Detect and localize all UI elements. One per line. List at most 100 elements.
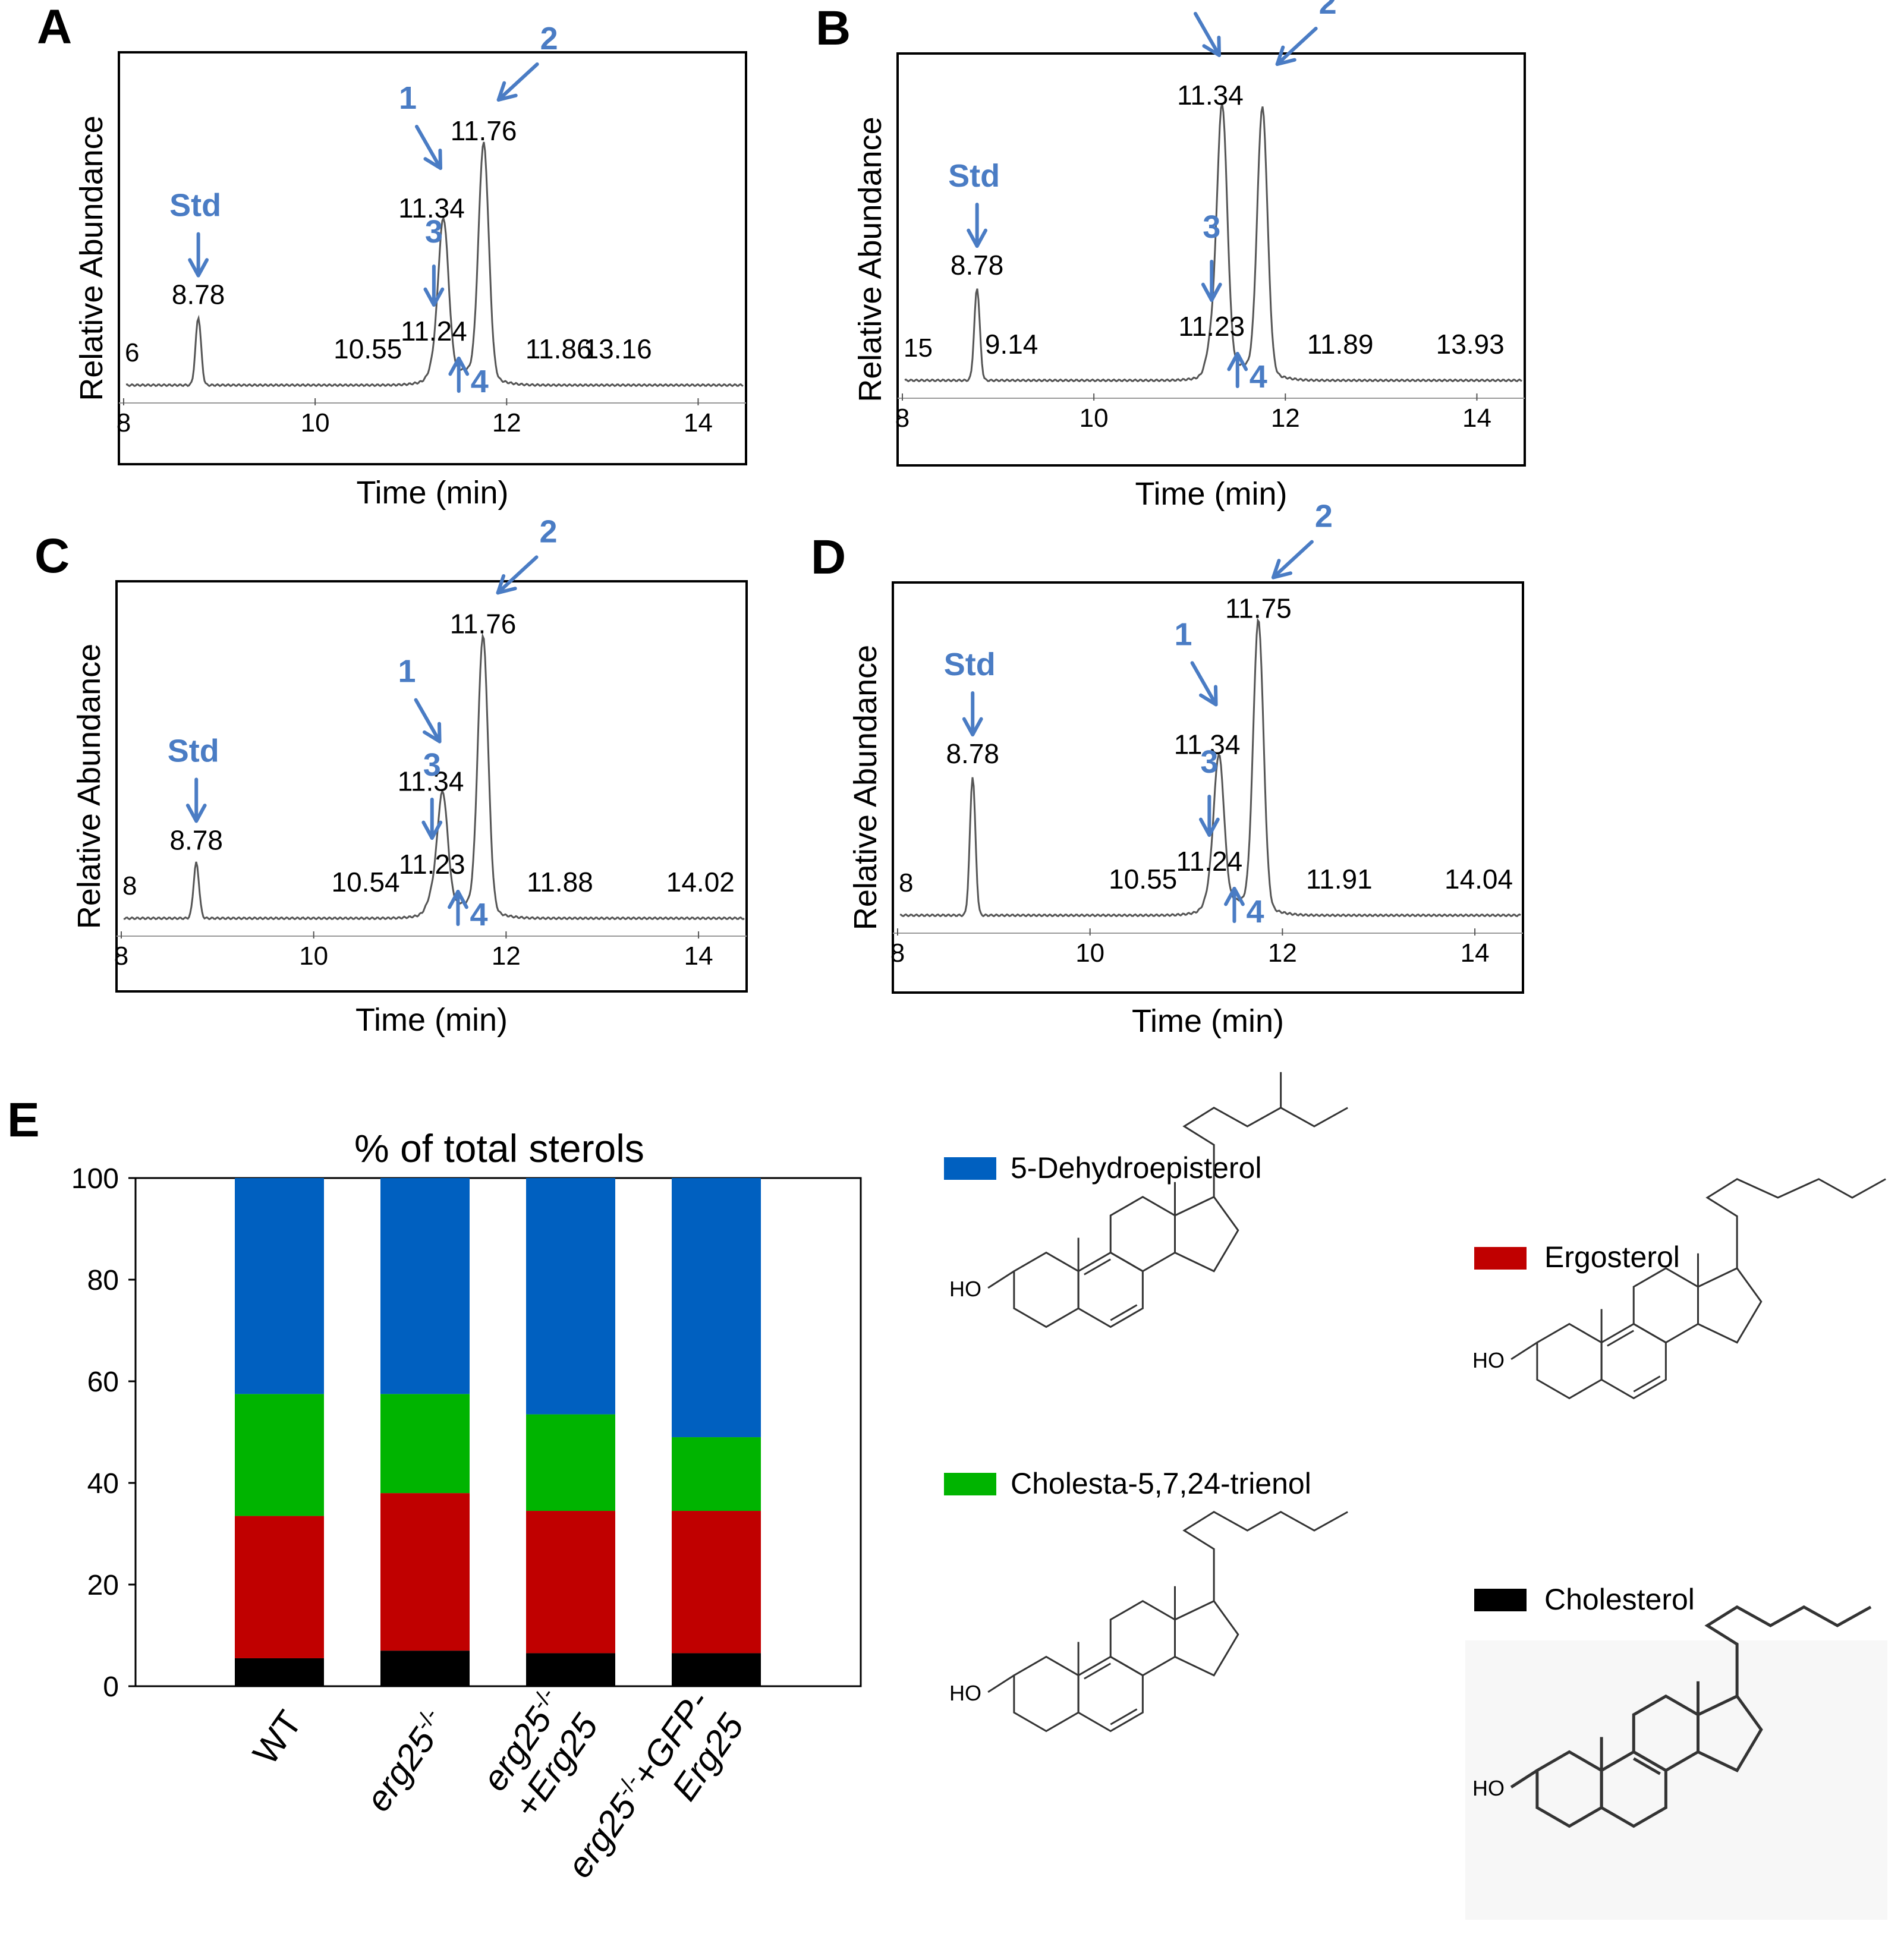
bar-segment [526, 1414, 615, 1511]
annotation-label-4: 4 [470, 897, 487, 933]
bar-segment [672, 1511, 761, 1654]
hydroxyl-bond [1510, 1769, 1538, 1788]
legend-label-5-dehydroepisterol: 5-Dehydroepisterol [1011, 1151, 1261, 1185]
x-tick-label: 8 [117, 408, 131, 437]
x-axis-label: Time (min) [355, 1002, 508, 1038]
x-axis-label: Time (min) [1135, 476, 1288, 512]
x-tick-label: 8 [895, 404, 909, 433]
category-label: erg25-/-+Erg25 [473, 1683, 606, 1825]
x-tick-label: 8 [114, 941, 128, 971]
y-tick-label: 20 [87, 1570, 119, 1601]
annotation-label-2: 2 [1319, 0, 1337, 21]
peak-label: 11.75 [1225, 593, 1292, 624]
side-chain [1182, 1511, 1348, 1601]
annotation-arrow-2 [496, 555, 539, 595]
chromatogram-trace [899, 618, 1521, 918]
peak-label: 11.76 [450, 608, 517, 639]
legend: 5-Dehydroepisterol Cholesta-5,7,24-trien… [944, 1151, 1695, 1616]
annotation-arrow-1 [1193, 12, 1221, 57]
peak-label: 14.02 [666, 867, 735, 897]
legend-swatch-cholestatrienol [944, 1473, 996, 1495]
peak-label: 9.14 [985, 329, 1038, 360]
bar-segment [526, 1178, 615, 1415]
bar-segment [235, 1394, 324, 1516]
x-tick-label: 14 [684, 941, 713, 971]
peak-label: 11.76 [451, 115, 517, 146]
ring-bond [1013, 1251, 1080, 1328]
y-tick-label: 60 [87, 1366, 119, 1398]
hydroxyl-bond [987, 1674, 1015, 1693]
annotation-arrow-2 [496, 62, 539, 102]
y-axis-label: Relative Abundance [74, 115, 109, 401]
annotation-arrow-4 [448, 357, 470, 393]
peak-label: 8.78 [169, 824, 223, 855]
annotation-label-3: 3 [425, 214, 443, 250]
annotation-arrow-1 [1190, 661, 1218, 707]
x-tick-label: 12 [1271, 404, 1300, 433]
legend-label-ergosterol: Ergosterol [1544, 1240, 1680, 1274]
panel-label: C [34, 529, 70, 583]
peak-label: 10.55 [1109, 864, 1177, 895]
bar-segment [235, 1178, 324, 1394]
x-tick-label: 10 [301, 408, 330, 437]
stacked-bar-chart-panel-e: E % of total sterols 0 20 40 60 80 100 WT erg2… [7, 1093, 862, 1885]
plot-frame [896, 52, 1526, 467]
peak-label: 11.23 [399, 849, 465, 880]
x-tick-label: 14 [1461, 938, 1490, 968]
plot-frame [115, 580, 748, 993]
x-tick-label: 12 [492, 941, 521, 971]
ring-bond [1697, 1694, 1763, 1772]
bar-segment [380, 1651, 470, 1686]
annotation-arrow-Std [962, 691, 983, 736]
annotation-label-1: 1 [399, 80, 417, 116]
annotation-label-1: 1 [1178, 0, 1195, 3]
chromatogram-trace [123, 632, 745, 921]
category-label: WT [245, 1703, 309, 1772]
peak-label: 11.89 [1307, 329, 1374, 360]
y-tick-label: 100 [71, 1163, 119, 1195]
annotation-arrow-2 [1271, 540, 1314, 580]
annotation-label-3: 3 [423, 747, 441, 783]
peak-label: 11.34 [1177, 80, 1244, 111]
bar-segment [526, 1653, 615, 1686]
x-tick-label: 8 [890, 938, 905, 968]
structure-cholestatrienol: HO [949, 1511, 1348, 1733]
peak-label: 13.16 [584, 333, 652, 364]
ring-bond [1697, 1267, 1763, 1344]
peak-label: 11.86 [525, 333, 592, 364]
panel-label: B [816, 1, 851, 55]
hydroxyl-label: HO [949, 1681, 981, 1705]
ring-bond [1632, 1267, 1700, 1344]
annotation-arrow-Std [967, 203, 988, 248]
peak-label: 11.23 [1178, 311, 1245, 342]
y-axis-label: Relative Abundance [71, 644, 107, 929]
bar-segment [672, 1437, 761, 1511]
peak-label: 11.91 [1306, 864, 1373, 895]
ring-bond [1109, 1600, 1176, 1677]
annotation-label-2: 2 [540, 21, 558, 56]
plot-frame [134, 1177, 862, 1687]
annotation-label-1: 1 [1175, 616, 1192, 652]
y-tick-label: 80 [87, 1265, 119, 1296]
panel-label: A [37, 0, 72, 54]
edge-label: 15 [904, 333, 933, 363]
x-axis-label: Time (min) [1132, 1003, 1284, 1039]
peak-label: 11.34 [398, 193, 465, 223]
annotation-label-4: 4 [1250, 359, 1267, 395]
double-bond [1110, 1708, 1138, 1725]
peak-label: 11.34 [398, 766, 464, 797]
legend-label-cholestatrienol: Cholesta-5,7,24-trienol [1011, 1467, 1311, 1500]
double-bond [1110, 1304, 1138, 1321]
annotation-arrow-Std [188, 232, 209, 278]
structure-cholesterol-background [1465, 1640, 1887, 1920]
annotation-arrow-3 [423, 264, 445, 307]
peak-label: 10.54 [332, 867, 400, 897]
side-chain [1182, 1107, 1348, 1197]
annotation-label-2: 2 [1315, 499, 1333, 534]
x-tick-label: 10 [1075, 938, 1104, 968]
x-tick-label: 12 [492, 408, 521, 437]
double-bond [1633, 1375, 1661, 1393]
hydroxyl-label: HO [949, 1277, 981, 1301]
